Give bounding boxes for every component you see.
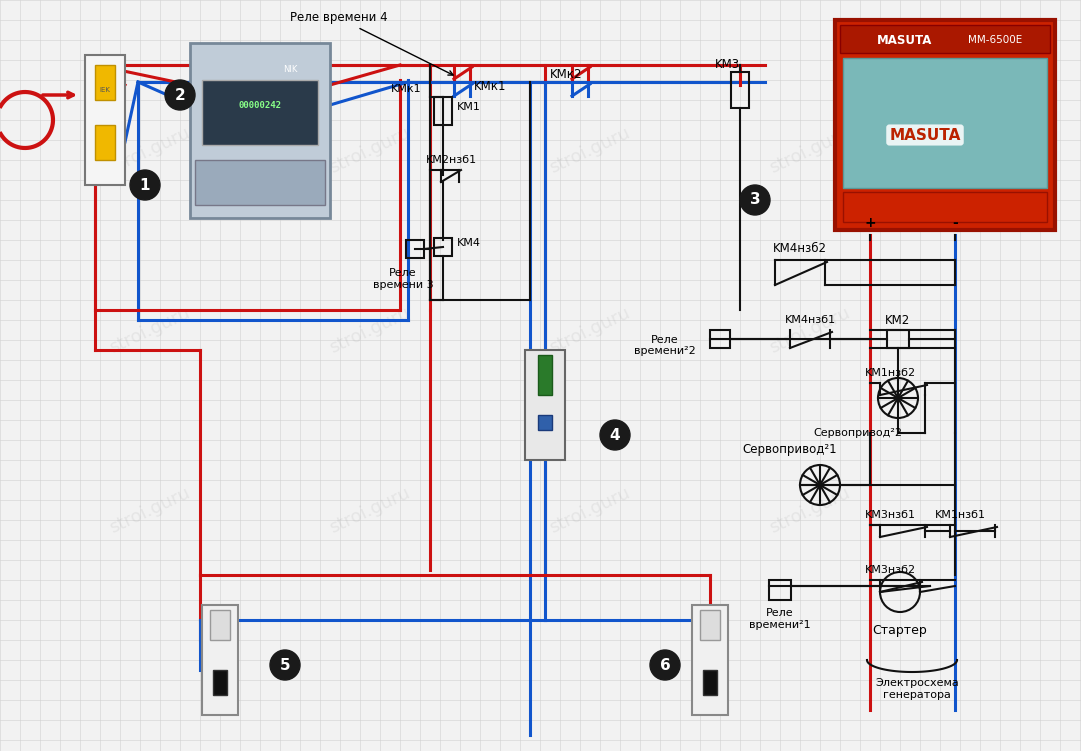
Text: KM3нзб2: KM3нзб2 (865, 565, 916, 575)
Bar (710, 330, 730, 348)
Text: KMк1: KMк1 (390, 84, 421, 94)
Circle shape (165, 80, 195, 110)
Text: 6: 6 (659, 657, 670, 672)
Text: IEK: IEK (99, 87, 110, 93)
Text: KM3нзб1: KM3нзб1 (865, 510, 916, 520)
Text: KMк2: KMк2 (550, 68, 583, 80)
Text: времени²2: времени²2 (635, 346, 696, 356)
Text: Стартер: Стартер (872, 624, 927, 637)
Bar (85, 55, 125, 185)
Circle shape (740, 185, 770, 215)
Bar (213, 670, 227, 695)
Text: генератора: генератора (883, 690, 951, 700)
Bar (538, 415, 552, 430)
Text: 1: 1 (139, 177, 150, 192)
Bar (769, 580, 791, 600)
Text: Сервопривод²2: Сервопривод²2 (814, 428, 903, 438)
Text: 00000242: 00000242 (239, 101, 281, 110)
Bar (703, 670, 717, 695)
Text: stroi.guru: stroi.guru (326, 484, 413, 536)
Text: времени 3: времени 3 (373, 280, 433, 290)
Text: stroi.guru: stroi.guru (326, 303, 413, 357)
Bar (525, 350, 565, 460)
Text: stroi.guru: stroi.guru (766, 303, 853, 357)
Text: stroi.guru: stroi.guru (326, 123, 413, 176)
Text: stroi.guru: stroi.guru (547, 484, 633, 536)
Text: stroi.guru: stroi.guru (547, 123, 633, 176)
Text: NIK: NIK (283, 65, 297, 74)
Text: 5: 5 (280, 657, 291, 672)
Bar (538, 355, 552, 395)
Text: KM3: KM3 (715, 58, 740, 71)
Text: 3: 3 (750, 192, 760, 207)
Bar (406, 240, 424, 258)
Text: MASUTA: MASUTA (878, 34, 933, 47)
Text: Реле: Реле (389, 268, 417, 278)
Bar (195, 160, 325, 205)
Text: Электросхема: Электросхема (876, 678, 959, 688)
Bar (210, 610, 230, 640)
Bar (433, 97, 452, 125)
Bar (190, 43, 330, 218)
Bar (843, 58, 1047, 188)
Text: stroi.guru: stroi.guru (107, 484, 193, 536)
Text: +: + (864, 216, 876, 230)
Text: KM2нзб1: KM2нзб1 (426, 155, 477, 165)
Text: KM1: KM1 (457, 102, 481, 112)
Text: KM4нзб1: KM4нзб1 (785, 315, 836, 325)
Text: времени²1: времени²1 (749, 620, 811, 630)
Circle shape (600, 420, 630, 450)
Text: MASUTA: MASUTA (890, 128, 961, 143)
Bar (700, 610, 720, 640)
Bar (692, 605, 728, 715)
Bar (843, 192, 1047, 222)
Circle shape (650, 650, 680, 680)
Text: stroi.guru: stroi.guru (107, 303, 193, 357)
Text: MM-6500E: MM-6500E (967, 35, 1023, 45)
Text: Реле времени 4: Реле времени 4 (290, 11, 453, 75)
Bar (202, 80, 318, 145)
Text: stroi.guru: stroi.guru (547, 303, 633, 357)
Text: -: - (952, 216, 958, 230)
Circle shape (130, 170, 160, 200)
Text: KM4: KM4 (457, 238, 481, 248)
Text: KM4нзб2: KM4нзб2 (773, 242, 827, 255)
Text: 2: 2 (175, 88, 185, 102)
Bar (202, 605, 238, 715)
Text: Реле: Реле (766, 608, 793, 618)
Bar (888, 330, 909, 348)
Text: stroi.guru: stroi.guru (766, 123, 853, 176)
Bar (835, 20, 1055, 230)
Text: 4: 4 (610, 427, 620, 442)
Text: KM1нзб1: KM1нзб1 (934, 510, 986, 520)
Text: stroi.guru: stroi.guru (766, 484, 853, 536)
Bar (95, 65, 115, 100)
Text: Сервопривод²1: Сервопривод²1 (743, 444, 838, 457)
Circle shape (270, 650, 301, 680)
Text: KM2: KM2 (885, 313, 910, 327)
Text: KM1нзб2: KM1нзб2 (865, 368, 916, 378)
Text: KMк1: KMк1 (473, 80, 507, 94)
Bar (433, 238, 452, 256)
Text: Реле: Реле (651, 335, 679, 345)
Text: stroi.guru: stroi.guru (107, 123, 193, 176)
Bar (95, 125, 115, 160)
Bar (731, 72, 749, 108)
Bar (840, 25, 1050, 53)
